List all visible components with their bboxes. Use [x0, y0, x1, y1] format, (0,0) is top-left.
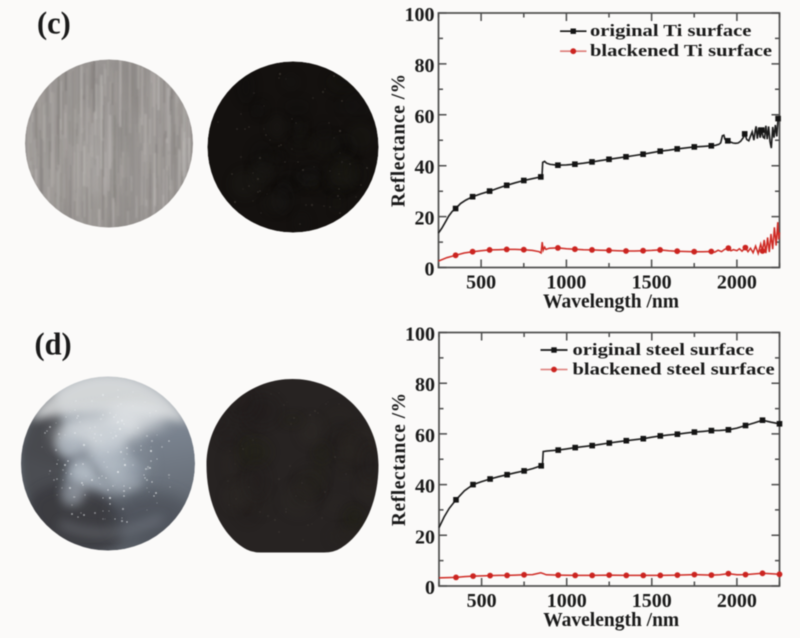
svg-text:80: 80	[415, 55, 435, 77]
svg-text:40: 40	[415, 476, 435, 498]
svg-text:40: 40	[415, 157, 435, 179]
svg-text:blackened steel surface: blackened steel surface	[573, 360, 775, 379]
svg-text:0: 0	[425, 577, 435, 599]
svg-text:60: 60	[415, 425, 435, 447]
svg-text:(c): (c)	[37, 5, 71, 41]
svg-text:500: 500	[466, 272, 496, 294]
svg-text:1000: 1000	[547, 590, 587, 612]
svg-text:blackened Ti surface: blackened Ti surface	[590, 42, 772, 61]
svg-text:1500: 1500	[632, 272, 672, 294]
svg-text:original Ti surface: original Ti surface	[590, 22, 751, 41]
svg-text:Wavelength /nm: Wavelength /nm	[543, 292, 679, 313]
svg-text:Reflectance /%: Reflectance /%	[389, 392, 410, 526]
svg-text:100: 100	[405, 324, 435, 346]
svg-text:Reflectance /%: Reflectance /%	[389, 73, 410, 207]
svg-text:80: 80	[415, 374, 435, 396]
svg-text:20: 20	[415, 208, 435, 230]
svg-text:100: 100	[405, 4, 435, 26]
svg-text:original steel surface: original steel surface	[573, 341, 755, 360]
svg-text:2000: 2000	[717, 590, 757, 612]
svg-text:20: 20	[415, 526, 435, 548]
svg-text:1500: 1500	[632, 590, 672, 612]
svg-text:2000: 2000	[717, 272, 757, 294]
svg-text:1000: 1000	[546, 272, 586, 294]
svg-text:0: 0	[425, 259, 435, 281]
svg-text:60: 60	[415, 106, 435, 128]
svg-text:(d): (d)	[35, 326, 72, 362]
svg-text:Wavelength /nm: Wavelength /nm	[543, 610, 679, 631]
svg-text:500: 500	[467, 590, 497, 612]
